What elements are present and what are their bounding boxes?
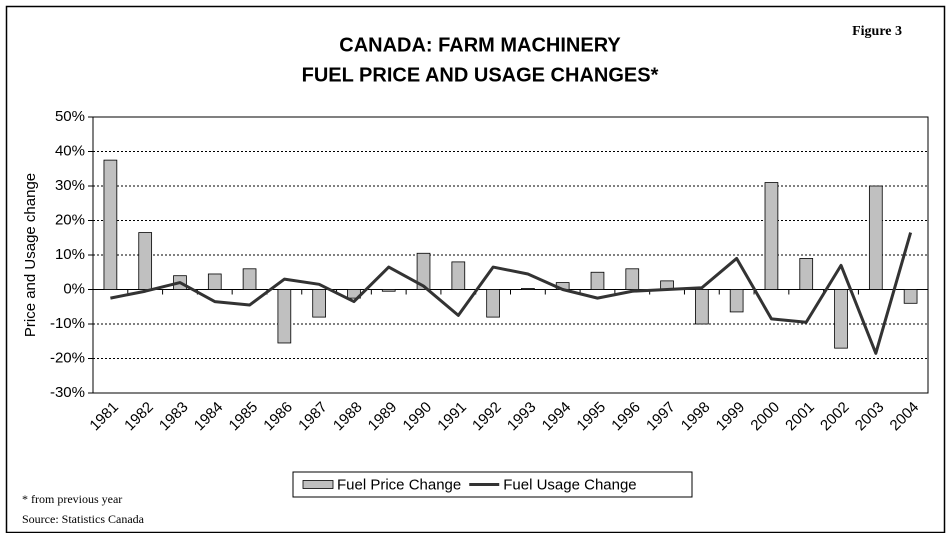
bar [590,271,605,290]
y-tick-label: 30% [55,177,85,194]
frame [5,5,946,533]
chart-title: CANADA: FARM MACHINERY [339,34,621,56]
chart-title: FUEL PRICE AND USAGE CHANGES* [302,64,659,86]
legend-swatch [302,480,334,489]
source: Source: Statistics Canada [22,512,145,526]
bar [834,289,848,349]
y-tick-label: 20% [55,211,85,228]
y-axis-label: Price and Usage change [22,173,39,337]
bar [729,289,744,313]
legend-label: Fuel Price Change [337,476,461,493]
legend-label: Fuel Usage Change [503,476,636,493]
bar [695,289,709,325]
bar [486,289,500,318]
bar [625,268,640,290]
bar [868,185,883,290]
figure-label: Figure 3 [852,24,902,39]
bar [242,268,257,290]
y-tick-label: 10% [55,246,85,263]
bar [103,159,118,290]
bar [381,289,396,292]
line [110,232,913,355]
y-tick-label: 50% [55,108,85,125]
bar [277,289,292,344]
bar [312,289,326,318]
bar [138,232,153,290]
bar [799,258,814,290]
footnote: * from previous year [22,492,122,506]
y-tick-label: 40% [55,142,85,159]
bar [416,252,431,290]
bar [903,289,918,304]
bar [764,182,779,290]
y-tick-label: -10% [50,315,85,332]
bar [451,261,466,290]
y-tick-label: -30% [50,384,85,401]
y-tick-label: -20% [50,349,85,366]
plot-area [92,116,929,394]
y-tick-label: 0% [63,280,85,297]
bar [207,273,222,290]
bar [521,288,535,290]
